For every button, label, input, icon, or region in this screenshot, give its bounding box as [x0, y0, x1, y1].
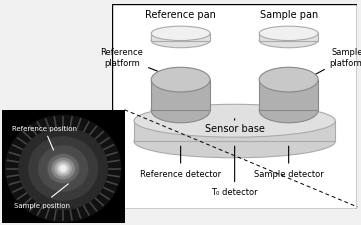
Circle shape — [5, 116, 121, 222]
Circle shape — [29, 137, 97, 200]
Text: Sample position: Sample position — [14, 184, 70, 208]
Circle shape — [48, 155, 78, 182]
Text: Sample detector: Sample detector — [254, 146, 323, 178]
Ellipse shape — [151, 27, 210, 41]
Polygon shape — [134, 121, 335, 142]
Circle shape — [58, 164, 69, 174]
Ellipse shape — [259, 68, 318, 92]
Text: Reference
platform: Reference platform — [100, 48, 166, 75]
Text: Reference position: Reference position — [12, 125, 77, 151]
Circle shape — [55, 162, 71, 176]
Circle shape — [47, 154, 79, 183]
Ellipse shape — [259, 27, 318, 41]
Ellipse shape — [259, 99, 318, 123]
Polygon shape — [151, 34, 210, 41]
Text: Sample
platform: Sample platform — [316, 48, 361, 75]
Ellipse shape — [134, 125, 335, 158]
Text: T₀ detector: T₀ detector — [211, 146, 258, 196]
Text: Reference pan: Reference pan — [145, 10, 216, 20]
Polygon shape — [151, 80, 210, 111]
Ellipse shape — [151, 34, 210, 49]
Text: Reference detector: Reference detector — [140, 146, 221, 178]
Polygon shape — [259, 80, 318, 111]
Text: Sensor base: Sensor base — [205, 119, 265, 133]
Ellipse shape — [151, 99, 210, 123]
Ellipse shape — [151, 68, 210, 92]
Circle shape — [52, 159, 74, 179]
Polygon shape — [259, 34, 318, 41]
Circle shape — [60, 166, 66, 172]
Circle shape — [39, 146, 88, 191]
Ellipse shape — [259, 34, 318, 49]
Circle shape — [19, 128, 107, 209]
Ellipse shape — [134, 105, 335, 137]
Text: Sample pan: Sample pan — [260, 10, 318, 20]
